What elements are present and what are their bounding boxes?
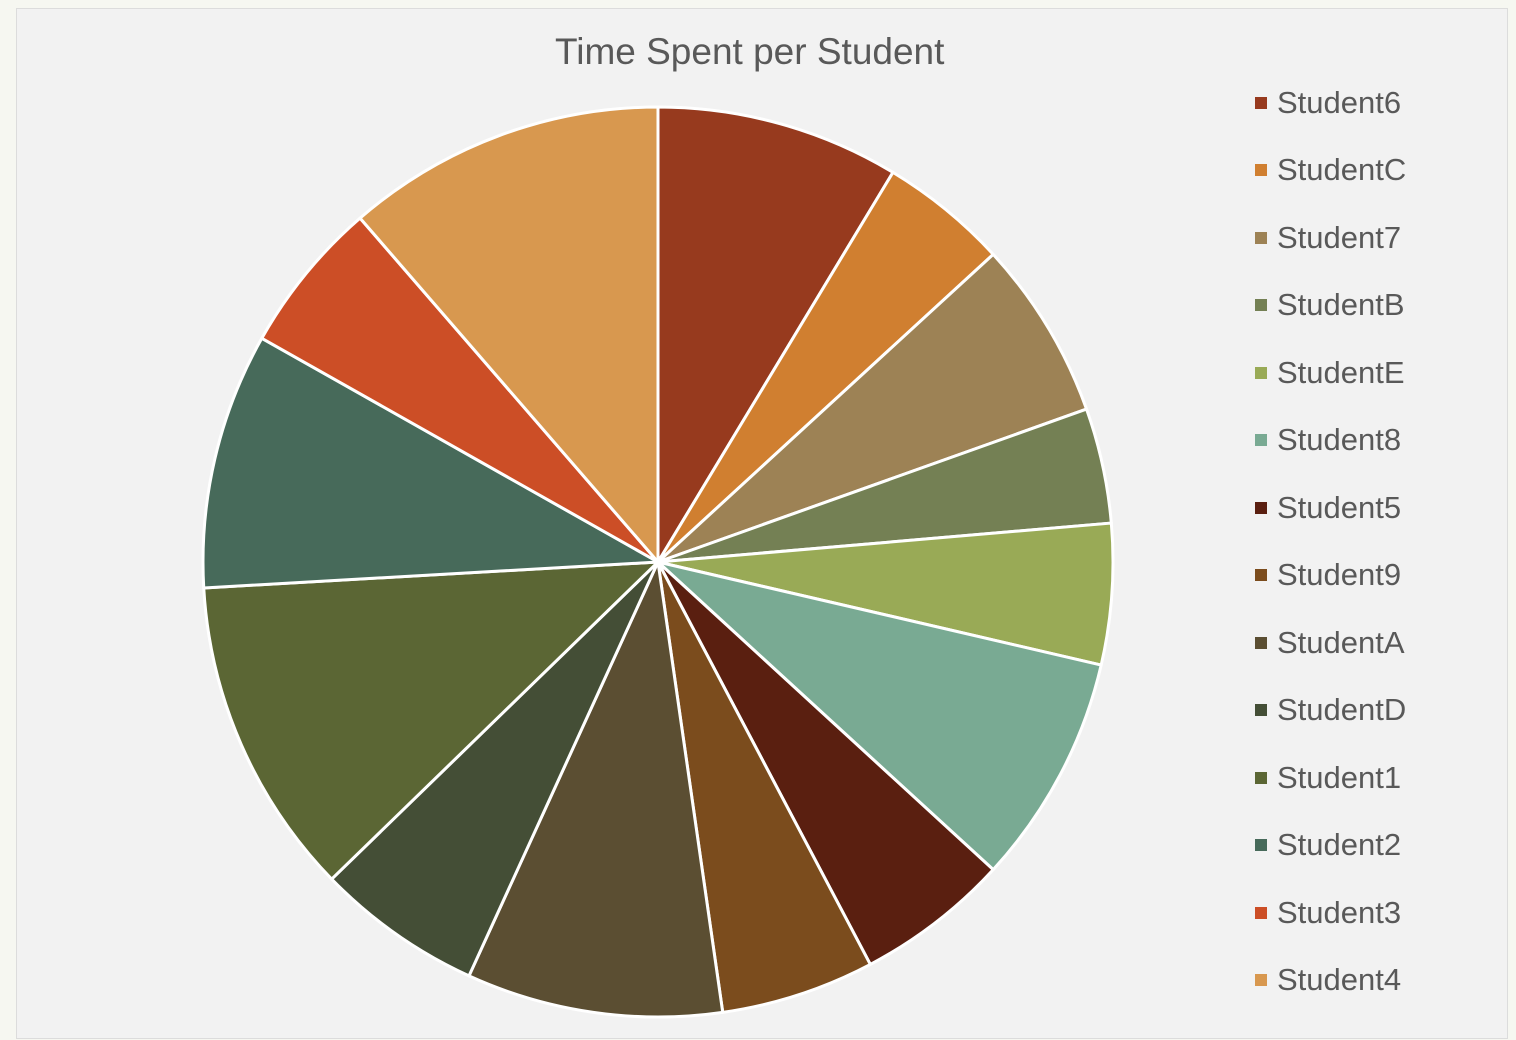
pie-slice-studente: [656, 521, 1115, 667]
legend-label: StudentD: [1277, 692, 1407, 728]
legend-item-studente: StudentE: [1255, 339, 1406, 407]
legend-label: Student5: [1277, 489, 1402, 525]
legend-swatch: [1255, 164, 1267, 177]
pie-slice-student6: [656, 105, 895, 564]
legend-swatch: [1255, 704, 1267, 717]
chart-title-text: Time Spent per Student: [555, 31, 945, 72]
legend-swatch: [1255, 771, 1267, 784]
legend-item-student2: Student2: [1255, 812, 1406, 880]
legend-item-student3: Student3: [1255, 879, 1406, 947]
legend-swatch: [1255, 299, 1267, 312]
legend-item-studentc: StudentC: [1255, 137, 1406, 205]
legend-swatch: [1255, 569, 1267, 582]
legend-item-studentb: StudentB: [1255, 272, 1406, 340]
legend-item-student9: Student9: [1255, 542, 1406, 610]
legend-swatch: [1255, 501, 1267, 514]
pie-slice-student2: [201, 336, 660, 590]
pie-slice-studenta: [467, 560, 725, 1019]
pie-chart: [201, 105, 1115, 1019]
legend-swatch: [1255, 434, 1267, 447]
legend-swatch: [1255, 366, 1267, 379]
pie-slice-studentd: [330, 560, 660, 978]
legend-label: Student2: [1277, 827, 1402, 863]
legend-label: StudentE: [1277, 354, 1405, 390]
legend-label: Student6: [1277, 84, 1402, 120]
legend-label: Student3: [1277, 894, 1402, 930]
pie-slice-student9: [656, 560, 872, 1014]
legend-item-studenta: StudentA: [1255, 609, 1406, 677]
pie-slice-student4: [358, 105, 660, 564]
legend-label: StudentA: [1277, 624, 1405, 660]
legend-swatch: [1255, 906, 1267, 919]
legend-item-student1: Student1: [1255, 744, 1406, 812]
legend-swatch: [1255, 636, 1267, 649]
legend-label: StudentB: [1277, 287, 1405, 323]
legend-item-student4: Student4: [1255, 947, 1406, 1015]
legend-label: Student1: [1277, 759, 1402, 795]
legend-item-studentd: StudentD: [1255, 677, 1406, 745]
legend-item-student6: Student6: [1255, 69, 1406, 137]
legend-label: Student4: [1277, 962, 1402, 998]
legend-label: Student8: [1277, 422, 1402, 458]
pie-slice-student7: [656, 252, 1089, 564]
pie-slice-student1: [202, 560, 660, 881]
pie-slice-student3: [260, 216, 660, 564]
legend-swatch: [1255, 839, 1267, 852]
pie-slice-student5: [656, 560, 995, 966]
legend-swatch: [1255, 96, 1267, 109]
legend-label: Student7: [1277, 219, 1402, 255]
legend-swatch: [1255, 974, 1267, 987]
legend: Student6 StudentC Student7 StudentB StudentE…: [1255, 69, 1406, 1014]
legend-item-student7: Student7: [1255, 204, 1406, 272]
pie-slice-student8: [656, 560, 1103, 872]
legend-swatch: [1255, 231, 1267, 244]
legend-label: StudentC: [1277, 152, 1407, 188]
chart-area: Time Spent per Student Student6 StudentC S…: [16, 8, 1508, 1039]
legend-label: Student9: [1277, 557, 1402, 593]
legend-item-student5: Student5: [1255, 474, 1406, 542]
legend-item-student8: Student8: [1255, 407, 1406, 475]
